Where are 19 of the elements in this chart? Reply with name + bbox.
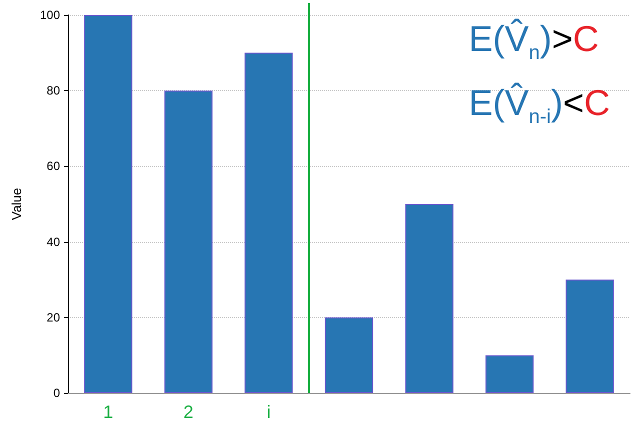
x-tick-label: 2	[183, 402, 194, 422]
bar	[405, 204, 454, 393]
y-tick-label: 20	[46, 310, 60, 324]
y-tick-label: 80	[46, 84, 60, 98]
bar	[324, 317, 374, 393]
bar	[485, 355, 534, 393]
annotation: E(V̂$_{n}$)>C	[468, 18, 599, 64]
bar	[566, 280, 614, 393]
y-tick-label: 100	[40, 8, 60, 22]
x-tick-label: 1	[103, 402, 114, 422]
annotation: E(V̂$_{n-i}$)<C	[468, 82, 610, 128]
y-axis-title: Value	[9, 188, 24, 220]
bar	[244, 52, 293, 393]
y-tick-label: 0	[53, 386, 60, 400]
bar	[84, 15, 132, 393]
bar	[164, 90, 213, 393]
y-tick-label: 60	[46, 159, 60, 174]
x-tick-label: i	[266, 402, 271, 422]
y-tick-label: 40	[46, 234, 60, 249]
